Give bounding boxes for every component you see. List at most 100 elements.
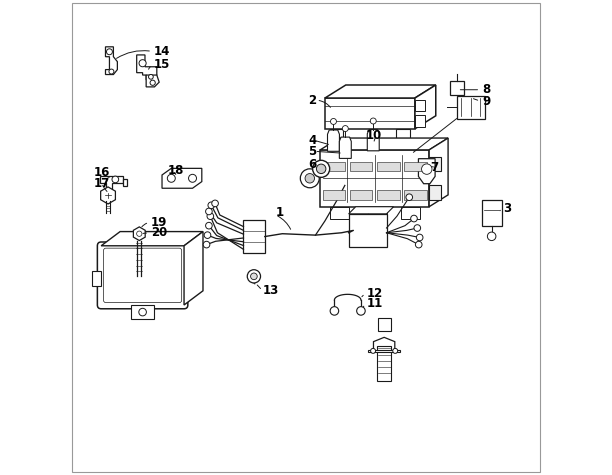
- Polygon shape: [373, 337, 395, 354]
- Text: 16: 16: [94, 166, 110, 179]
- Polygon shape: [415, 85, 436, 129]
- FancyBboxPatch shape: [97, 242, 188, 309]
- Polygon shape: [146, 75, 159, 87]
- Polygon shape: [320, 138, 448, 150]
- Polygon shape: [378, 318, 391, 331]
- Polygon shape: [429, 138, 448, 207]
- Polygon shape: [184, 232, 203, 305]
- Polygon shape: [131, 305, 154, 319]
- Circle shape: [316, 164, 326, 173]
- Circle shape: [370, 118, 376, 124]
- Text: 13: 13: [263, 284, 278, 297]
- Polygon shape: [330, 207, 349, 218]
- Bar: [377, 162, 400, 171]
- Circle shape: [136, 231, 142, 237]
- Circle shape: [109, 69, 114, 74]
- Text: 20: 20: [151, 226, 167, 239]
- Bar: [323, 162, 345, 171]
- Polygon shape: [123, 179, 127, 186]
- Polygon shape: [105, 47, 118, 75]
- Circle shape: [212, 200, 218, 207]
- Polygon shape: [136, 55, 157, 80]
- Polygon shape: [368, 350, 400, 352]
- Circle shape: [416, 241, 422, 248]
- Polygon shape: [325, 98, 415, 129]
- Text: 18: 18: [168, 164, 184, 177]
- Text: 14: 14: [154, 45, 170, 58]
- Circle shape: [371, 349, 376, 353]
- Circle shape: [203, 241, 210, 248]
- Circle shape: [406, 194, 412, 200]
- Polygon shape: [377, 346, 391, 380]
- Text: 6: 6: [308, 158, 316, 171]
- Polygon shape: [419, 159, 435, 184]
- Circle shape: [139, 308, 146, 316]
- Circle shape: [204, 232, 211, 238]
- Circle shape: [411, 215, 417, 222]
- Circle shape: [149, 75, 153, 79]
- Circle shape: [422, 164, 432, 174]
- Polygon shape: [349, 214, 387, 247]
- Text: 8: 8: [482, 83, 490, 96]
- Polygon shape: [429, 185, 441, 200]
- Polygon shape: [449, 81, 464, 95]
- Circle shape: [330, 307, 338, 315]
- Circle shape: [167, 174, 175, 182]
- Polygon shape: [100, 176, 123, 195]
- Text: 15: 15: [154, 58, 170, 71]
- Circle shape: [208, 202, 215, 209]
- Text: 17: 17: [94, 177, 110, 190]
- Circle shape: [206, 222, 212, 229]
- Polygon shape: [401, 207, 420, 218]
- Circle shape: [106, 49, 113, 55]
- Polygon shape: [133, 227, 145, 240]
- Text: 19: 19: [151, 216, 167, 229]
- Circle shape: [313, 160, 330, 177]
- Bar: [405, 190, 427, 199]
- Polygon shape: [349, 207, 394, 214]
- Bar: [405, 162, 427, 171]
- Polygon shape: [415, 115, 425, 127]
- Polygon shape: [101, 232, 203, 246]
- Polygon shape: [330, 129, 343, 139]
- Polygon shape: [339, 137, 351, 158]
- Text: 5: 5: [308, 145, 316, 158]
- Bar: [350, 190, 372, 199]
- Polygon shape: [92, 271, 101, 286]
- Bar: [350, 162, 372, 171]
- Text: 9: 9: [482, 95, 490, 108]
- Text: 10: 10: [366, 129, 382, 142]
- Circle shape: [139, 60, 146, 67]
- Circle shape: [487, 232, 496, 240]
- Text: 11: 11: [367, 297, 383, 310]
- Polygon shape: [325, 85, 436, 98]
- Polygon shape: [100, 187, 116, 204]
- Circle shape: [206, 208, 212, 215]
- Text: 2: 2: [308, 94, 316, 107]
- Circle shape: [250, 273, 257, 280]
- Circle shape: [393, 349, 398, 353]
- Polygon shape: [368, 207, 387, 218]
- Bar: [323, 190, 345, 199]
- Polygon shape: [162, 168, 202, 188]
- Polygon shape: [482, 200, 502, 226]
- Polygon shape: [367, 130, 379, 151]
- Circle shape: [305, 173, 315, 183]
- Polygon shape: [244, 220, 265, 253]
- Polygon shape: [320, 150, 429, 207]
- Circle shape: [300, 169, 319, 188]
- Text: 3: 3: [504, 201, 512, 215]
- Circle shape: [188, 174, 196, 182]
- Polygon shape: [429, 157, 441, 171]
- Polygon shape: [397, 129, 409, 139]
- Text: 7: 7: [430, 161, 438, 174]
- Circle shape: [207, 213, 214, 219]
- Text: 4: 4: [308, 134, 316, 147]
- Circle shape: [247, 270, 261, 283]
- Circle shape: [330, 118, 337, 124]
- Polygon shape: [415, 100, 425, 112]
- Text: 12: 12: [367, 287, 383, 300]
- Circle shape: [416, 234, 423, 241]
- Circle shape: [112, 176, 119, 183]
- Circle shape: [414, 225, 420, 231]
